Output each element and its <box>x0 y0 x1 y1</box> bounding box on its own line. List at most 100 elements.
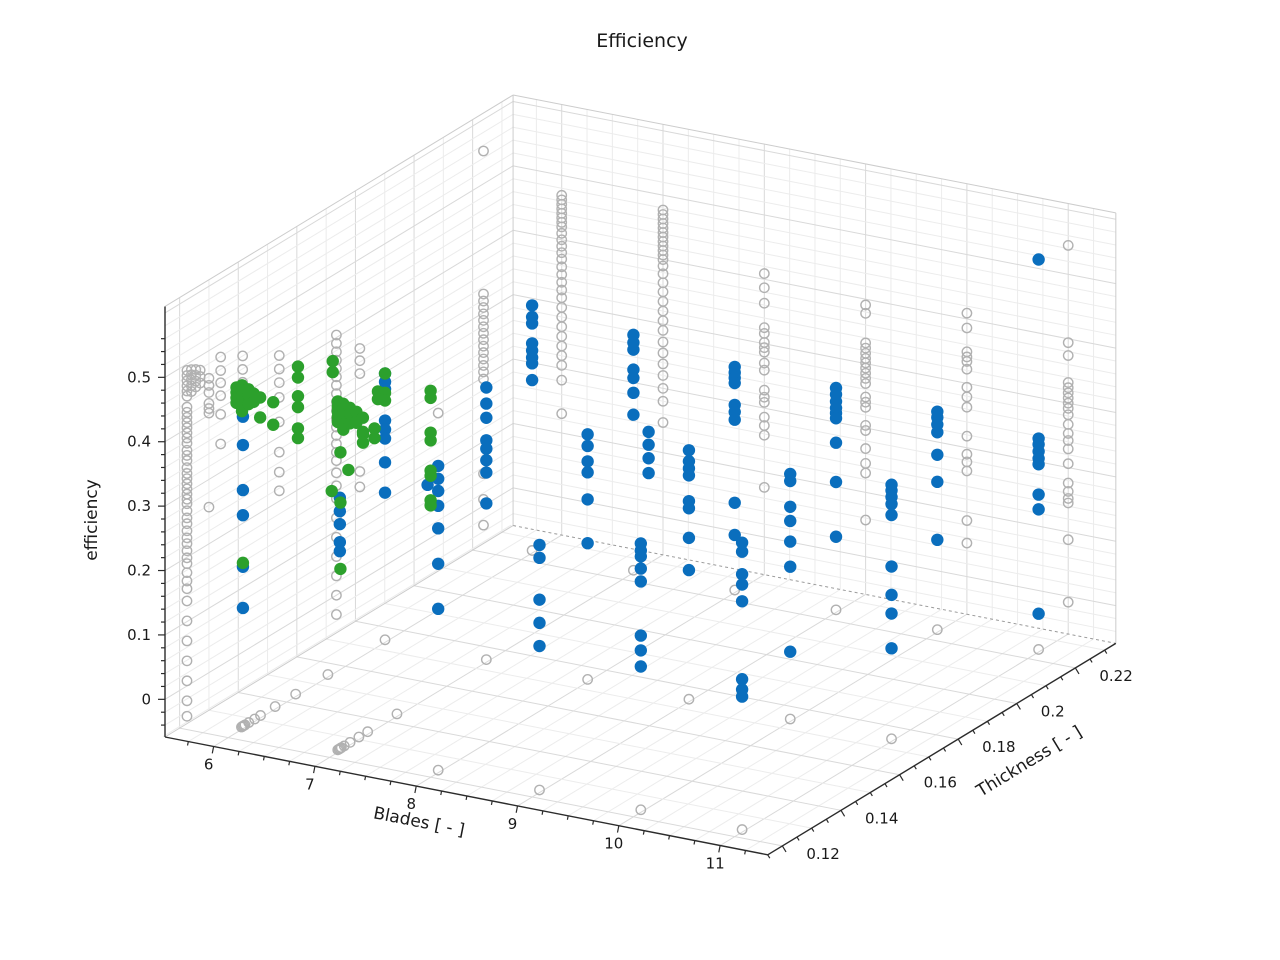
scatter-point-blue <box>627 386 640 400</box>
scatter-point-gray <box>961 448 973 460</box>
scatter-point-gray <box>181 444 193 456</box>
scatter-point-gray <box>181 545 193 557</box>
scatter-point-green <box>253 411 267 424</box>
scatter-point-gray <box>556 227 568 239</box>
scatter-point-gray <box>478 347 489 358</box>
grid-line <box>296 656 900 776</box>
scatter-point-blue <box>735 545 749 558</box>
grid-layer <box>162 99 1116 851</box>
grid-line <box>512 126 1116 246</box>
scatter-point-blue <box>581 466 594 479</box>
y-axis-tick <box>1016 703 1021 710</box>
scatter-point-gray <box>354 355 366 367</box>
scatter-point-green <box>342 463 355 477</box>
grid-line <box>517 594 866 807</box>
grid-line <box>164 487 514 700</box>
grid-line <box>164 371 514 584</box>
scatter-point-gray <box>961 322 973 334</box>
scatter-point-gray <box>331 337 342 349</box>
x-axis-title: Blades [ - ] <box>372 803 467 840</box>
y-axis-tick <box>913 765 917 770</box>
scatter-point-gray <box>1062 387 1074 399</box>
scatter-point-gray <box>860 419 872 431</box>
scatter-point-gray <box>181 655 193 667</box>
box-edge <box>164 94 514 307</box>
grid-line <box>512 345 1116 465</box>
scatter-point-blue <box>525 357 539 370</box>
scatter-point-green <box>424 469 437 482</box>
grid-line <box>164 113 514 327</box>
grid-line <box>512 191 1116 310</box>
scatter-point-blue <box>931 475 944 489</box>
scatter-point-gray <box>860 342 872 354</box>
floor-marker <box>784 713 796 725</box>
grid-line <box>512 319 1116 439</box>
y-axis-tick <box>796 836 800 841</box>
scatter-point-gray <box>657 325 669 336</box>
scatter-point-gray <box>860 443 872 454</box>
scatter-point-green <box>291 371 305 384</box>
scatter-point-blue <box>784 474 797 488</box>
scatter-point-blue <box>682 502 696 515</box>
grid-line <box>164 513 514 726</box>
scatter-point-gray <box>758 322 770 334</box>
scatter-point-gray <box>961 537 973 549</box>
scatter-point-gray <box>961 430 973 442</box>
scatter-point-blue <box>480 442 493 455</box>
scatter-point-blue <box>885 642 898 655</box>
scatter-point-gray <box>758 364 770 376</box>
scatter-point-gray <box>215 438 227 450</box>
scatter-point-gray <box>556 408 568 420</box>
x-axis-tick <box>465 795 468 801</box>
scatter-point-blue <box>431 522 445 535</box>
x-axis-tick <box>186 741 189 746</box>
scatter-point-gray <box>1062 397 1074 409</box>
scatter-point-gray <box>961 391 973 403</box>
floor-marker <box>391 708 403 720</box>
scatter-point-green <box>325 484 338 498</box>
scatter-point-gray <box>1062 477 1074 489</box>
scatter-point-gray <box>556 276 568 288</box>
scatter-point-gray <box>1062 392 1074 404</box>
points-layer <box>181 145 1074 835</box>
floor-marker <box>269 701 281 712</box>
floor-marker <box>344 736 356 748</box>
scatter-point-gray <box>758 396 770 408</box>
grid-line <box>512 397 1116 517</box>
scatter-point-gray <box>181 498 193 510</box>
y-axis-tick <box>943 747 947 752</box>
scatter-point-gray <box>758 297 770 309</box>
z-tick-label: 0 <box>141 690 151 708</box>
grid-line <box>512 474 1116 594</box>
scatter-point-gray <box>181 710 193 722</box>
z-tick-label: 0.1 <box>127 626 151 644</box>
scatter-point-blue <box>735 568 749 581</box>
y-axis-tick <box>767 854 771 859</box>
scatter-point-gray <box>860 514 872 526</box>
scatter-point-gray <box>1062 402 1074 414</box>
grid-line <box>567 603 917 817</box>
scatter-point-gray <box>273 350 285 361</box>
y-tick-label: 0.12 <box>806 845 839 863</box>
y-tick-label: 0.22 <box>1099 667 1132 685</box>
scatter-point-green <box>334 496 347 509</box>
grid-line <box>164 474 514 687</box>
grid-line <box>512 307 1116 426</box>
scatter-point-blue <box>735 595 749 608</box>
scatter-point-gray <box>758 481 770 493</box>
scatter-point-blue <box>1032 503 1045 516</box>
scatter-point-gray <box>331 467 342 479</box>
grid-line <box>512 229 1116 349</box>
z-tick-label: 0.4 <box>127 433 151 451</box>
grid-line <box>164 139 514 352</box>
scatter-point-blue <box>1032 607 1045 620</box>
scatter-point-green <box>378 367 392 380</box>
grid-line <box>745 638 1094 851</box>
grid-line <box>512 113 1116 233</box>
scatter-point-blue <box>525 299 539 312</box>
y-axis-tick <box>928 756 932 761</box>
box-edge <box>512 94 1116 214</box>
scatter-point-blue <box>735 673 749 686</box>
scatter-point-blue <box>885 560 898 573</box>
grid-line <box>413 585 1017 705</box>
